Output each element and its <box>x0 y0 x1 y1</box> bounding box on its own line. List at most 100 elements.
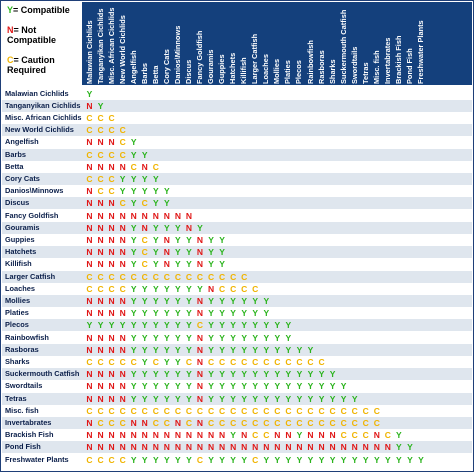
compatibility-cell: Y <box>230 369 236 380</box>
compatibility-cell: Y <box>230 454 236 465</box>
compatibility-cell: Y <box>152 173 159 184</box>
compatibility-cell: C <box>241 405 248 416</box>
compatibility-cell: C <box>362 430 369 441</box>
compatibility-cell: Y <box>208 393 214 404</box>
compatibility-cell: Y <box>130 198 137 209</box>
compatibility-cell: Y <box>130 381 137 392</box>
compatibility-cell: N <box>130 210 137 221</box>
compatibility-cell: C <box>241 356 248 367</box>
compatibility-cell: C <box>252 405 259 416</box>
compatibility-cell: C <box>384 430 391 441</box>
compatibility-cell: N <box>108 161 115 172</box>
row-header: Misc. fish <box>5 405 39 415</box>
compatibility-cell: Y <box>307 454 314 465</box>
column-header: Loaches <box>261 54 271 84</box>
compatibility-cell: C <box>351 417 358 428</box>
compatibility-cell: C <box>86 405 93 416</box>
legend-symbol-caution: C <box>7 55 14 65</box>
compatibility-cell: N <box>196 417 204 428</box>
compatibility-cell: Y <box>208 320 214 331</box>
compatibility-cell: Y <box>141 295 148 306</box>
compatibility-cell: N <box>86 247 93 258</box>
compatibility-cell: Y <box>152 344 159 355</box>
compatibility-cell: Y <box>407 454 413 465</box>
compatibility-cell: N <box>97 308 104 319</box>
compatibility-cell: Y <box>208 369 214 380</box>
row-band <box>2 172 472 185</box>
compatibility-cell: N <box>108 222 115 233</box>
compatibility-cell: N <box>97 234 104 245</box>
compatibility-cell: C <box>152 161 159 172</box>
compatibility-cell: N <box>86 442 93 453</box>
compatibility-cell: N <box>119 344 126 355</box>
compatibility-cell: N <box>86 369 93 380</box>
compatibility-cell: C <box>86 112 93 123</box>
compatibility-cell: Y <box>186 247 192 258</box>
column-header: Tetras <box>360 62 370 84</box>
compatibility-cell: N <box>274 430 281 441</box>
compatibility-cell: C <box>141 247 148 258</box>
compatibility-cell: N <box>108 234 115 245</box>
compatibility-cell: Y <box>307 381 314 392</box>
compatibility-cell: C <box>340 430 347 441</box>
compatibility-cell: C <box>86 173 93 184</box>
compatibility-cell: N <box>196 356 204 367</box>
column-header: Platies <box>283 60 293 84</box>
compatibility-cell: Y <box>141 356 148 367</box>
compatibility-cell: Y <box>86 320 93 331</box>
compatibility-cell: C <box>108 356 115 367</box>
column-header: Pond Fish <box>404 48 414 84</box>
compatibility-cell: C <box>230 271 237 282</box>
compatibility-cell: N <box>119 369 126 380</box>
compatibility-cell: C <box>97 405 104 416</box>
compatibility-cell: Y <box>219 234 225 245</box>
compatibility-cell: Y <box>285 369 292 380</box>
compatibility-cell: C <box>130 161 137 172</box>
compatibility-cell: Y <box>175 308 181 319</box>
compatibility-cell: Y <box>152 186 159 197</box>
compatibility-cell: N <box>119 381 126 392</box>
compatibility-cell: Y <box>86 88 93 99</box>
compatibility-cell: Y <box>252 320 259 331</box>
compatibility-cell: C <box>241 417 248 428</box>
compatibility-cell: Y <box>219 295 225 306</box>
row-band <box>2 429 472 442</box>
compatibility-cell: Y <box>175 234 181 245</box>
compatibility-cell: N <box>207 283 215 294</box>
compatibility-cell: N <box>130 417 137 428</box>
compatibility-cell: Y <box>119 320 126 331</box>
compatibility-cell: Y <box>164 381 170 392</box>
compatibility-cell: Y <box>318 393 325 404</box>
compatibility-cell: Y <box>329 369 336 380</box>
compatibility-cell: C <box>152 405 159 416</box>
compatibility-cell: Y <box>152 381 159 392</box>
compatibility-cell: N <box>119 295 126 306</box>
compatibility-cell: Y <box>186 308 192 319</box>
compatibility-cell: N <box>86 430 93 441</box>
compatibility-cell: Y <box>318 369 325 380</box>
compatibility-cell: Y <box>130 454 137 465</box>
compatibility-cell: N <box>185 210 192 221</box>
compatibility-cell: C <box>97 271 104 282</box>
compatibility-cell: C <box>296 356 303 367</box>
row-band <box>2 221 472 234</box>
compatibility-cell: N <box>86 295 93 306</box>
compatibility-cell: C <box>141 271 148 282</box>
compatibility-cell: N <box>196 442 204 453</box>
compatibility-cell: Y <box>263 332 270 343</box>
compatibility-cell: N <box>86 210 93 221</box>
compatibility-cell: N <box>119 393 126 404</box>
row-band <box>2 258 472 271</box>
compatibility-cell: N <box>196 308 204 319</box>
compatibility-cell: N <box>174 210 181 221</box>
compatibility-cell: N <box>130 430 137 441</box>
compatibility-cell: N <box>274 442 281 453</box>
compatibility-cell: N <box>196 393 204 404</box>
compatibility-cell: Y <box>307 344 314 355</box>
compatibility-cell: N <box>241 430 248 441</box>
column-header: Sharks <box>327 59 337 84</box>
compatibility-cell: N <box>108 308 115 319</box>
legend-not-compatible: N= Not Compatible <box>7 25 77 45</box>
compatibility-cell: Y <box>296 369 303 380</box>
row-header: Barbs <box>5 149 26 159</box>
